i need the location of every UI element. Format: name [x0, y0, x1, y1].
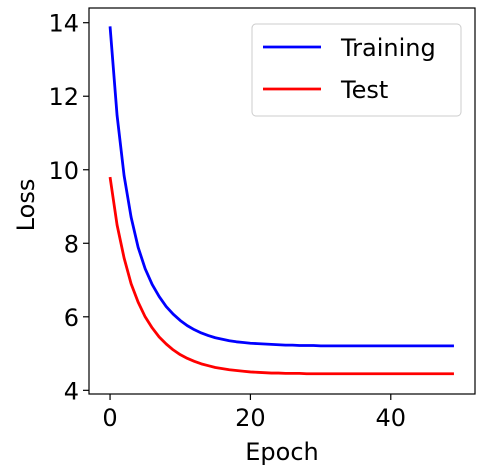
series-layer: [108, 26, 454, 376]
x-axis-label: Epoch: [245, 438, 319, 466]
y-tick-label: 4: [64, 377, 79, 405]
y-axis-label: Loss: [12, 179, 40, 232]
y-tick-label: 12: [48, 83, 79, 111]
legend-label-test: Test: [340, 76, 388, 104]
x-tick-label: 20: [235, 404, 266, 432]
legend: Training Test: [251, 23, 462, 117]
y-tick-label: 10: [48, 157, 79, 185]
y-tick-label: 6: [64, 304, 79, 332]
x-tick-label: 40: [376, 404, 407, 432]
series-line-training: [108, 26, 454, 348]
ticks-layer: 0 20 40 4 6 8 10 12 14: [48, 10, 406, 432]
x-tick-label: 0: [102, 404, 117, 432]
plot-frame: [88, 7, 476, 395]
y-tick-label: 8: [64, 230, 79, 258]
series-line-test: [108, 176, 454, 376]
legend-label-training: Training: [340, 34, 436, 62]
y-tick-label: 14: [48, 10, 79, 38]
